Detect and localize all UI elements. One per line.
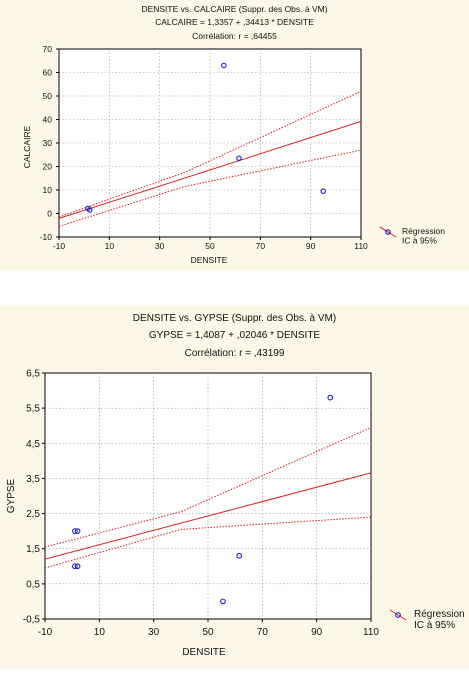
x-tick-label: 50 [202,627,214,638]
y-tick-label: -0,5 [23,615,41,626]
y-tick-label: 60 [43,67,53,77]
x-tick-label: 70 [256,241,266,251]
data-point [221,62,227,69]
y-tick-label: 10 [43,185,53,195]
legend-regression-line [389,609,407,621]
y-tick-label: 1,5 [26,544,40,555]
x-tick-label: 50 [205,241,215,251]
chart-panel-gypse: DENSITE vs. GYPSE (Suppr. des Obs. à VM)… [0,306,469,669]
data-point [86,207,93,213]
x-tick-label: 90 [306,241,316,251]
chart-correlation: Corrélation: r = ,43199 [185,348,285,359]
y-tick-label: 3,5 [26,474,40,485]
legend-regression-label: Régression [414,609,465,620]
x-axis-label: DENSITE [182,647,226,658]
chart-equation: GYPSE = 1,4087 + ,02046 * DENSITE [149,330,321,341]
legend-point-symbol [395,612,401,618]
data-point [72,528,78,534]
data-point [236,552,243,559]
y-tick-label: 70 [43,44,53,54]
x-tick-label: 30 [155,241,165,251]
chart-equation: CALCAIRE = 1,3357 + ,34413 * DENSITE [155,17,314,27]
chart-panel-calcaire: DENSITE vs. CALCAIRE (Suppr. des Obs. à … [0,0,469,270]
chart-gypse-svg: DENSITE vs. GYPSE (Suppr. des Obs. à VM)… [6,313,465,658]
x-axis-label: DENSITE [191,255,228,265]
x-tick-label: 30 [148,627,160,638]
data-point [220,598,226,605]
y-tick-label: 20 [43,161,53,171]
x-tick-label: -10 [38,627,53,638]
y-tick-label: 0,5 [26,579,40,590]
confidence-band-lower [45,516,371,569]
chart-title: DENSITE vs. CALCAIRE (Suppr. des Obs. à … [141,4,327,14]
x-tick-label: 70 [257,627,269,638]
y-tick-label: 40 [43,114,53,124]
y-tick-label: 4,5 [26,439,40,450]
x-tick-label: 10 [94,627,106,638]
y-tick-label: -10 [40,232,53,242]
x-tick-label: 10 [105,241,115,251]
confidence-band-upper [59,90,361,218]
y-axis-label: GYPSE [6,478,17,513]
legend-point-symbol [385,229,391,235]
data-point [74,563,81,570]
x-tick-label: 110 [354,241,368,251]
x-tick-label: 90 [311,627,323,638]
chart-title: DENSITE vs. GYPSE (Suppr. des Obs. à VM) [133,313,336,324]
regression-line [59,120,361,219]
y-tick-label: 5,5 [26,404,40,415]
chart-correlation: Corrélation: r = ,64455 [192,31,277,41]
x-tick-label: 110 [363,627,379,638]
y-tick-label: 0 [47,208,52,218]
data-point [236,155,242,162]
y-tick-label: 6,5 [26,369,40,380]
chart-calcaire-svg: DENSITE vs. CALCAIRE (Suppr. des Obs. à … [22,4,445,265]
data-point [72,563,78,570]
y-tick-label: 50 [43,91,53,101]
data-point [327,394,334,401]
x-tick-label: -10 [53,241,66,251]
legend-ci-label: IC à 95% [402,236,437,246]
regression-lines-group [45,427,371,569]
y-tick-label: 2,5 [26,509,40,520]
legend-ci-label: IC à 95% [414,620,455,631]
legend-regression-label: Régression [402,226,445,236]
legend-regression-line [379,226,397,238]
regression-line [45,472,371,560]
y-axis-label: CALCAIRE [22,125,32,168]
y-tick-label: 30 [43,138,53,148]
regression-lines-group [59,90,361,227]
data-point [320,188,326,194]
data-point [74,528,81,534]
